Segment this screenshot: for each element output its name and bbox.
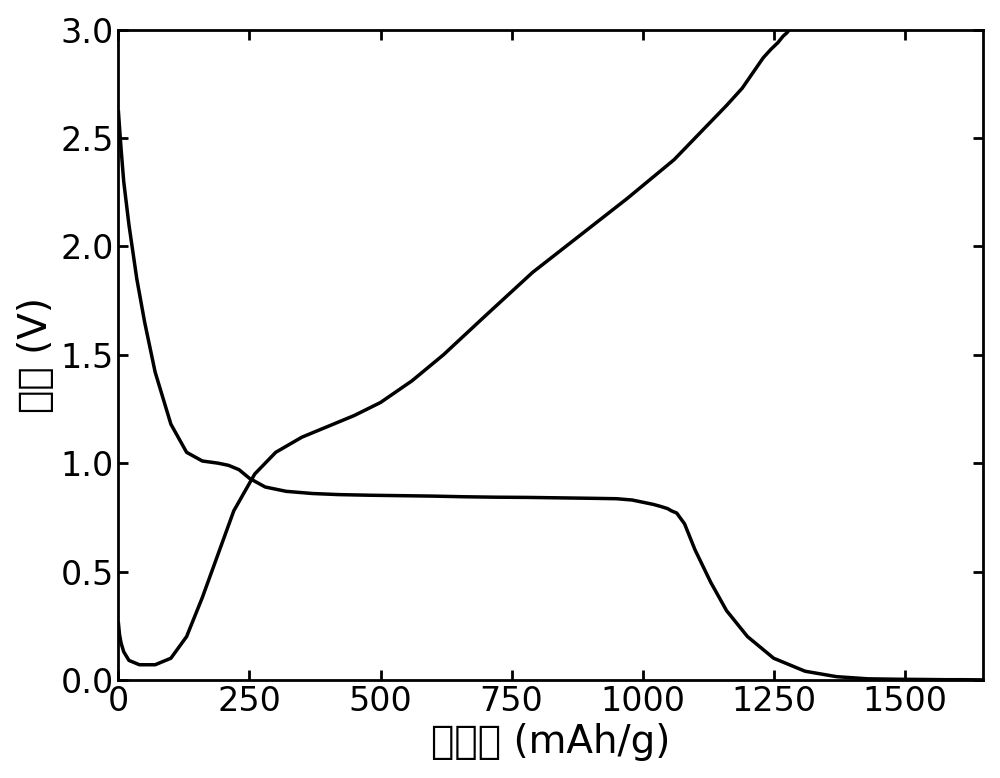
X-axis label: 比容量 (mAh/g): 比容量 (mAh/g) [431,724,671,762]
Y-axis label: 电压 (V): 电压 (V) [17,296,55,413]
